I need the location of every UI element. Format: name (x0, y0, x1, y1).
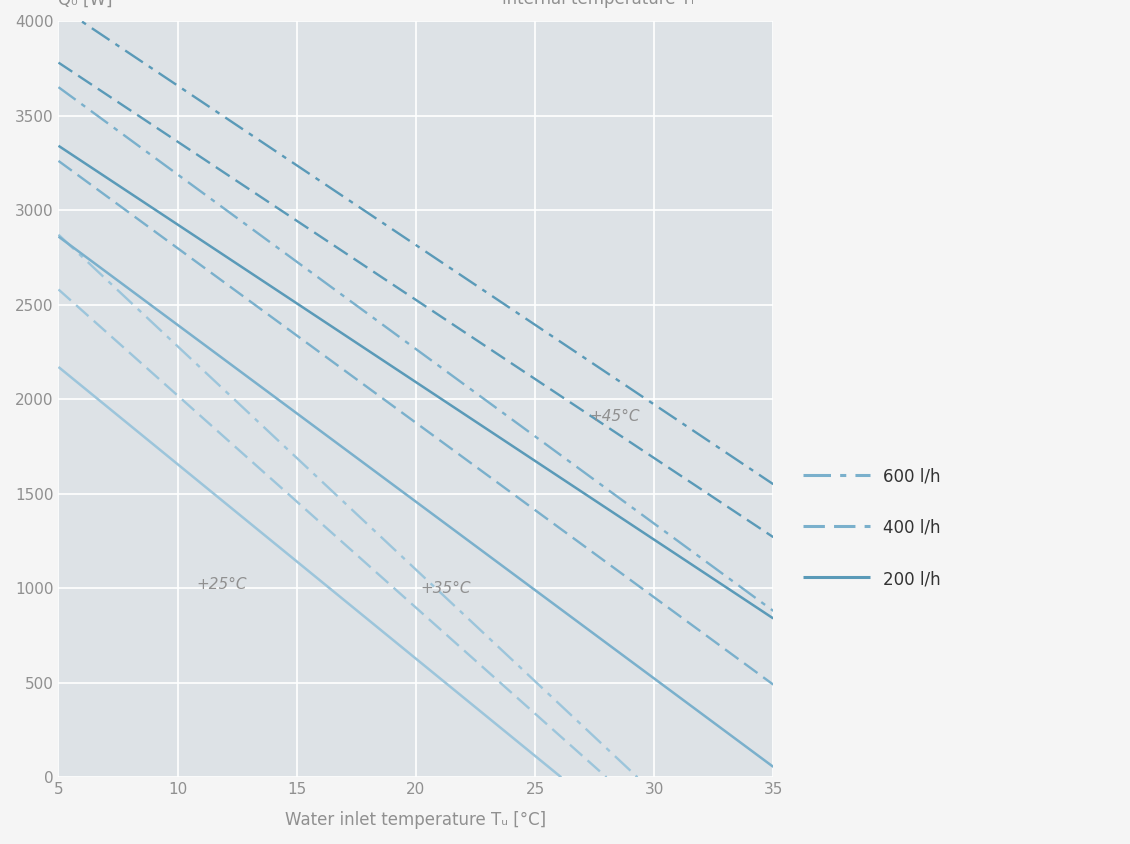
Text: +35°C: +35°C (420, 581, 471, 596)
Text: internal temperature Tᵢ: internal temperature Tᵢ (502, 0, 694, 8)
Legend: 600 l/h, 400 l/h, 200 l/h: 600 l/h, 400 l/h, 200 l/h (803, 468, 940, 588)
Text: Q₀ [W]: Q₀ [W] (59, 0, 113, 8)
Text: +25°C: +25°C (197, 577, 247, 592)
Text: +45°C: +45°C (590, 408, 641, 424)
X-axis label: Water inlet temperature Tᵤ [°C]: Water inlet temperature Tᵤ [°C] (285, 811, 547, 829)
